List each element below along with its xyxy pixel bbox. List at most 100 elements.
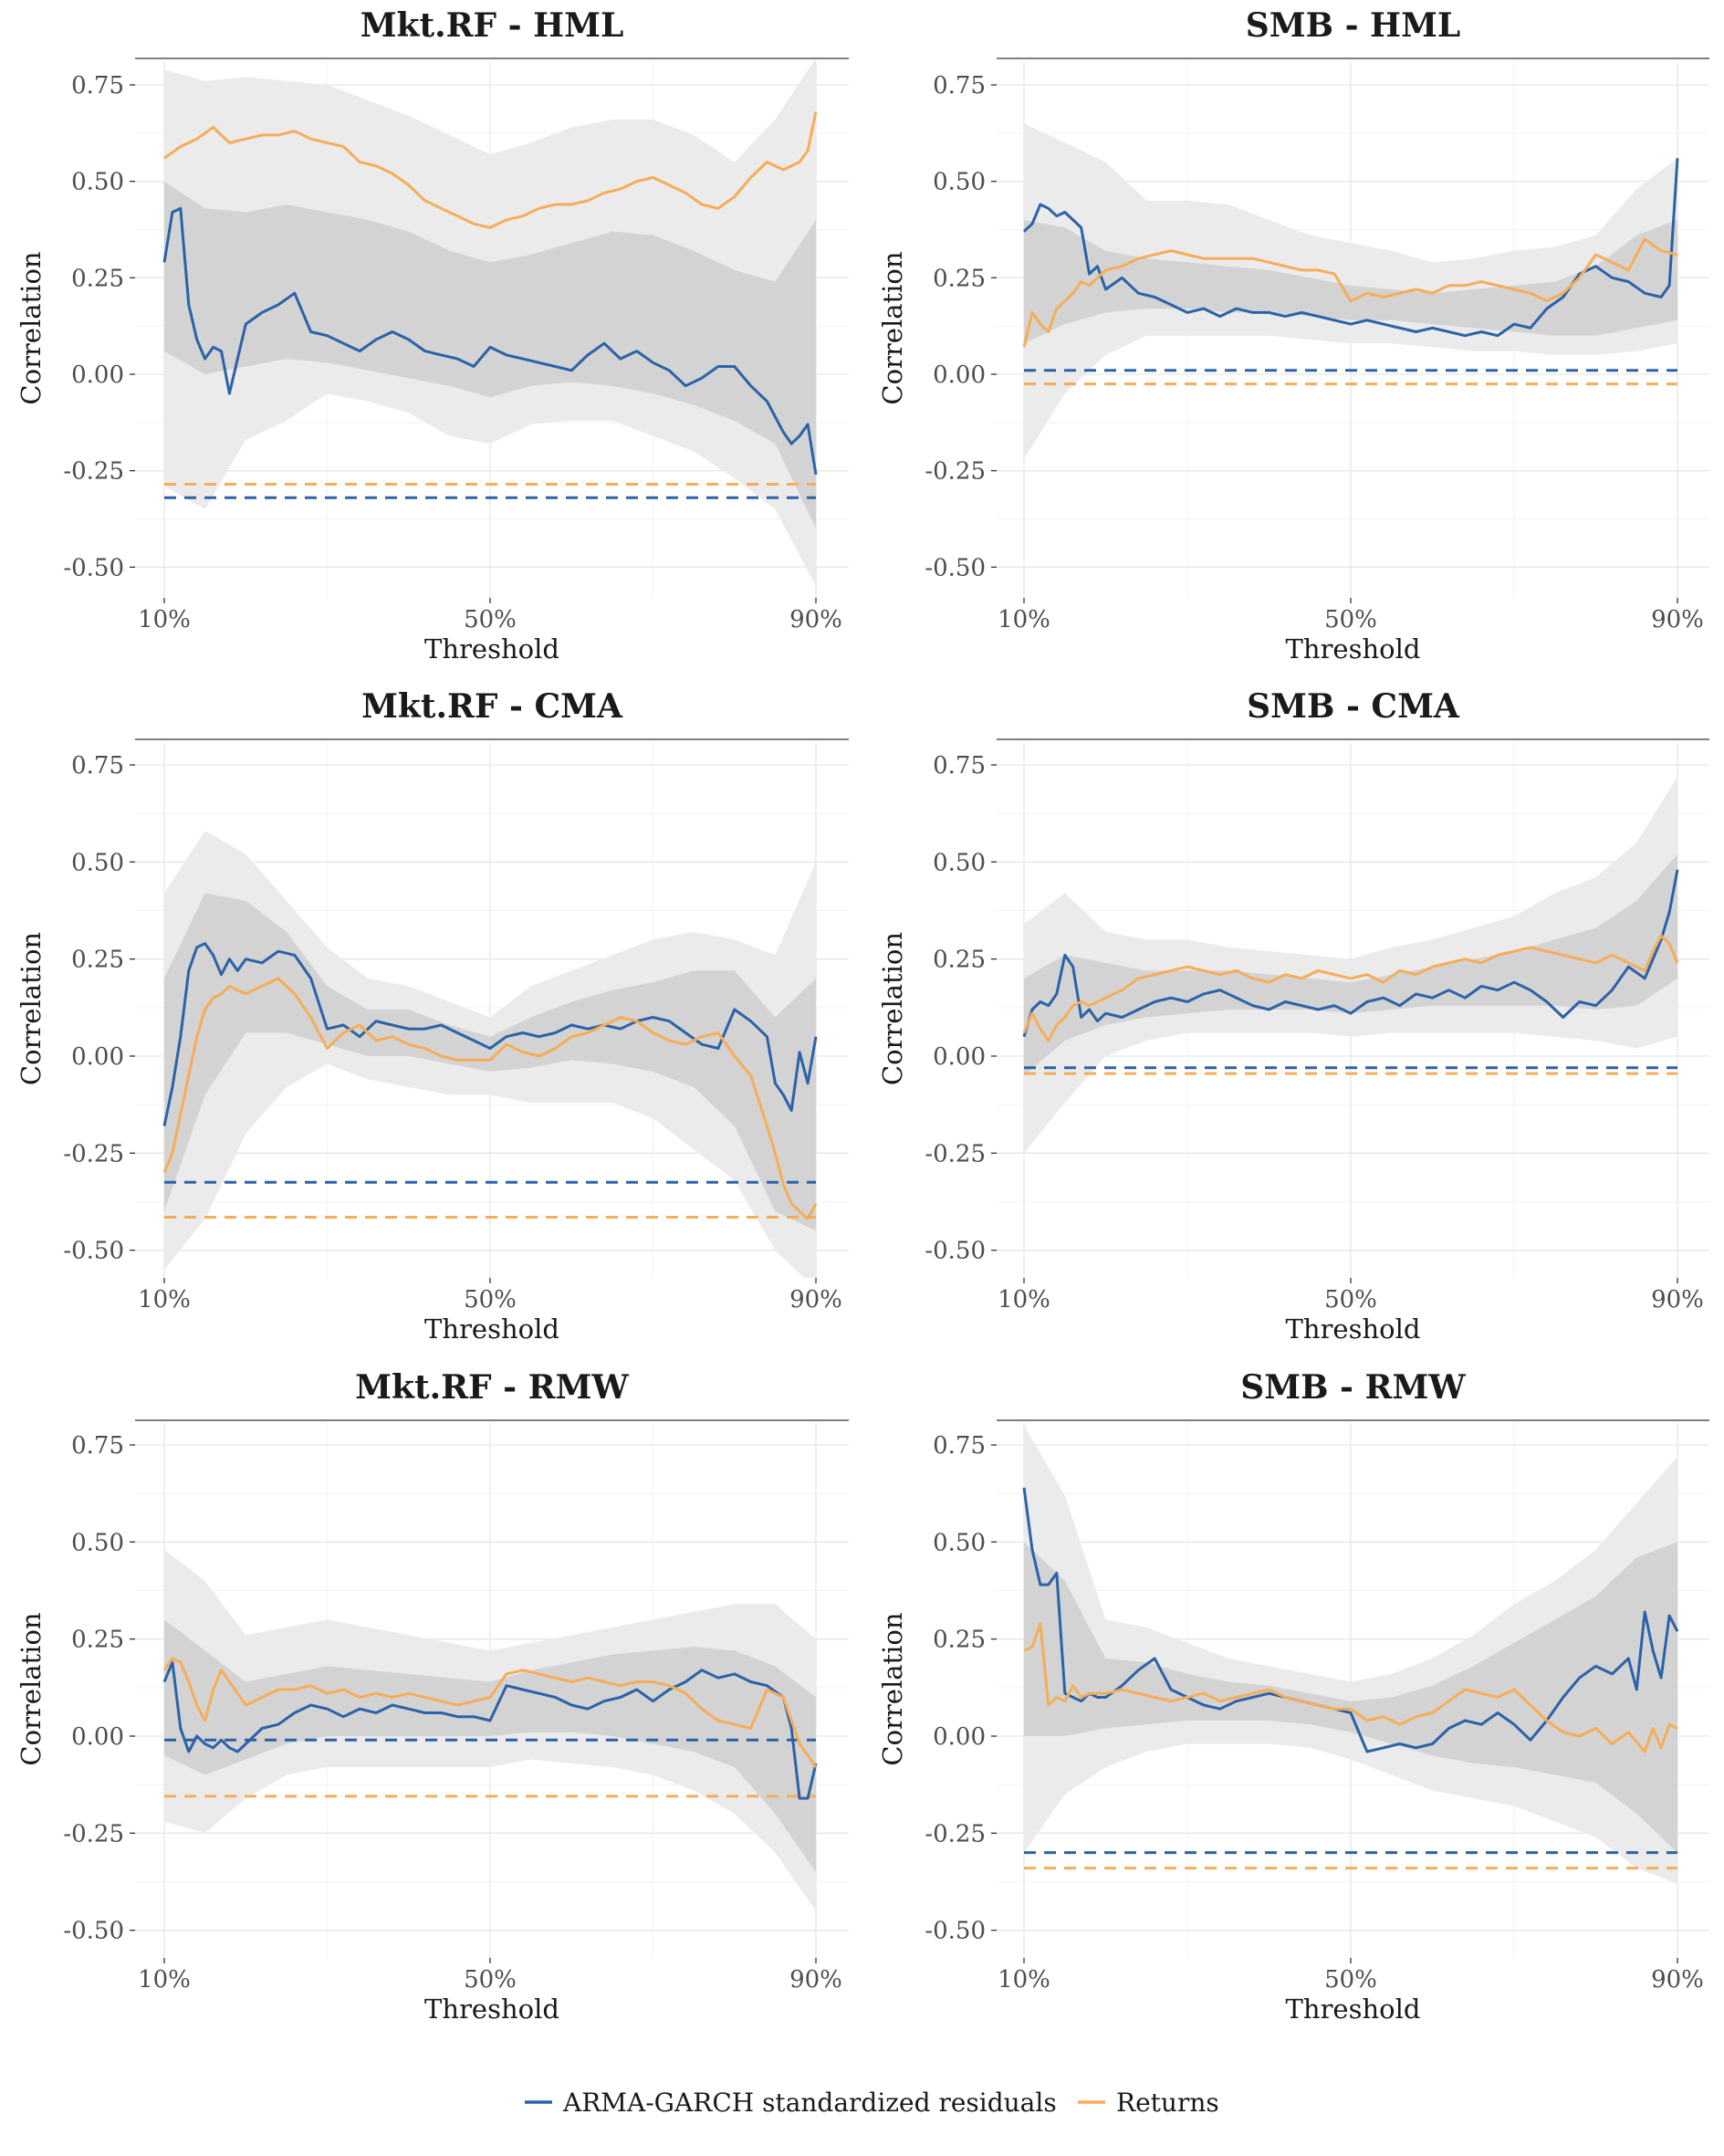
plot-area (1022, 123, 1679, 460)
x-tick-label: 90% (789, 1286, 842, 1313)
band-inner (164, 893, 816, 1231)
y-tick-label: -0.25 (63, 1820, 124, 1847)
band-inner (1024, 219, 1677, 344)
x-axis-label: Threshold (1286, 1994, 1421, 2025)
x-tick-label: 50% (1324, 606, 1377, 633)
x-axis-label: Threshold (424, 1994, 559, 2025)
series-line-residuals (162, 942, 818, 1126)
y-tick-label: 0.75 (71, 1432, 124, 1460)
y-axis-label: Correlation (16, 1612, 47, 1765)
series-line-returns (1022, 237, 1678, 348)
y-tick-label: 0.25 (933, 265, 986, 292)
panel-1: SMB - HML 0.75 0.50 0.25 0.00 -0.25 -0.50 10% 50… (877, 6, 1709, 665)
y-axis-label: Correlation (877, 251, 908, 404)
series-line-residuals (1022, 869, 1679, 1038)
x-tick-label: 90% (1651, 1286, 1704, 1313)
y-tick-label: -0.50 (925, 554, 986, 581)
legend-label-residuals: ARMA-GARCH standardized residuals (562, 2088, 1057, 2118)
y-tick-label: 0.00 (71, 361, 124, 389)
plot-area (1022, 776, 1679, 1154)
y-tick-label: 0.00 (71, 1723, 124, 1751)
plot-area (162, 1549, 818, 1911)
y-tick-label: 0.75 (933, 1432, 986, 1460)
y-tick-label: -0.50 (63, 1918, 124, 1945)
y-tick-label: 0.50 (933, 849, 986, 876)
legend-label-returns: Returns (1116, 2088, 1219, 2118)
y-tick-label: 0.00 (933, 1723, 986, 1751)
panel-0: Mkt.RF - HML 0.75 0.50 0.25 0.00 -0.25 -0.50 10… (16, 6, 849, 665)
x-tick-label: 50% (464, 1966, 517, 1994)
panel-title: SMB - RMW (1240, 1368, 1466, 1407)
y-tick-label: 0.50 (933, 169, 986, 196)
panel-4: Mkt.RF - RMW 0.75 0.50 0.25 0.00 -0.25 -0.50 10… (16, 1368, 849, 2025)
y-axis-label: Correlation (877, 932, 908, 1085)
y-tick-label: -0.50 (63, 1238, 124, 1265)
x-tick-label: 50% (464, 1286, 517, 1313)
band-outer (1024, 1425, 1677, 1884)
x-tick-label: 10% (138, 606, 191, 633)
y-tick-label: -0.50 (925, 1238, 986, 1265)
y-tick-label: -0.25 (925, 1140, 986, 1167)
x-tick-label: 50% (464, 606, 517, 633)
y-axis-label: Correlation (16, 251, 47, 404)
x-tick-label: 90% (789, 606, 842, 633)
y-tick-label: -0.25 (925, 458, 986, 486)
x-tick-label: 10% (998, 1966, 1050, 1994)
band-inner (164, 181, 816, 529)
x-tick-label: 10% (998, 606, 1050, 633)
series-line-residuals (162, 206, 818, 476)
plot-area (162, 831, 818, 1278)
legend: ARMA-GARCH standardized residuals Return… (525, 2088, 1219, 2118)
y-tick-label: 0.00 (933, 1043, 986, 1071)
band-inner (1024, 853, 1677, 1076)
y-tick-label: 0.00 (933, 361, 986, 389)
y-tick-label: -0.25 (925, 1820, 986, 1847)
y-tick-label: -0.50 (925, 1918, 986, 1945)
x-axis-label: Threshold (424, 1313, 559, 1345)
panel-title: SMB - CMA (1247, 687, 1460, 726)
panel-3: SMB - CMA 0.75 0.50 0.25 0.00 -0.25 -0.50 10% 50… (877, 687, 1709, 1345)
y-tick-label: 0.50 (71, 849, 124, 876)
series-line-residuals (162, 1660, 818, 1800)
panel-title: Mkt.RF - RMW (355, 1368, 629, 1407)
y-axis-label: Correlation (877, 1612, 908, 1765)
x-tick-label: 90% (1651, 1966, 1704, 1994)
y-tick-label: -0.25 (63, 458, 124, 486)
y-tick-label: 0.50 (933, 1529, 986, 1556)
series-line-returns (163, 111, 818, 229)
panel-title: Mkt.RF - CMA (361, 687, 623, 726)
x-axis-label: Threshold (1286, 1313, 1421, 1345)
plot-area (1022, 1425, 1679, 1884)
x-axis-label: Threshold (424, 633, 559, 665)
series-line-returns (162, 1657, 818, 1768)
band-outer (1024, 776, 1677, 1154)
y-tick-label: 0.75 (933, 72, 986, 99)
x-tick-label: 10% (998, 1286, 1050, 1313)
plot-area (162, 60, 818, 587)
panel-title: SMB - HML (1246, 6, 1460, 45)
y-tick-label: 0.25 (933, 947, 986, 974)
panel-5: SMB - RMW 0.75 0.50 0.25 0.00 -0.25 -0.50 10% 50… (877, 1368, 1709, 2025)
y-tick-label: 0.50 (71, 169, 124, 196)
y-tick-label: 0.75 (71, 752, 124, 780)
y-tick-label: 0.50 (71, 1529, 124, 1556)
series-line-returns (1023, 1622, 1678, 1753)
x-tick-label: 90% (1651, 606, 1704, 633)
panel-2: Mkt.RF - CMA 0.75 0.50 0.25 0.00 -0.25 -0.50 10… (16, 687, 849, 1345)
panel-title: Mkt.RF - HML (360, 6, 624, 45)
series-line-returns (1022, 934, 1679, 1042)
y-axis-label: Correlation (16, 932, 47, 1085)
x-tick-label: 50% (1324, 1966, 1377, 1994)
series-line-returns (162, 977, 818, 1221)
y-tick-label: 0.75 (933, 752, 986, 780)
x-tick-label: 50% (1324, 1286, 1377, 1313)
y-tick-label: -0.50 (63, 554, 124, 581)
x-tick-label: 10% (138, 1966, 191, 1994)
y-tick-label: 0.75 (71, 72, 124, 99)
y-tick-label: -0.25 (63, 1140, 124, 1167)
y-tick-label: 0.25 (933, 1627, 986, 1654)
y-tick-label: 0.25 (71, 947, 124, 974)
x-tick-label: 10% (138, 1286, 191, 1313)
x-tick-label: 90% (789, 1966, 842, 1994)
